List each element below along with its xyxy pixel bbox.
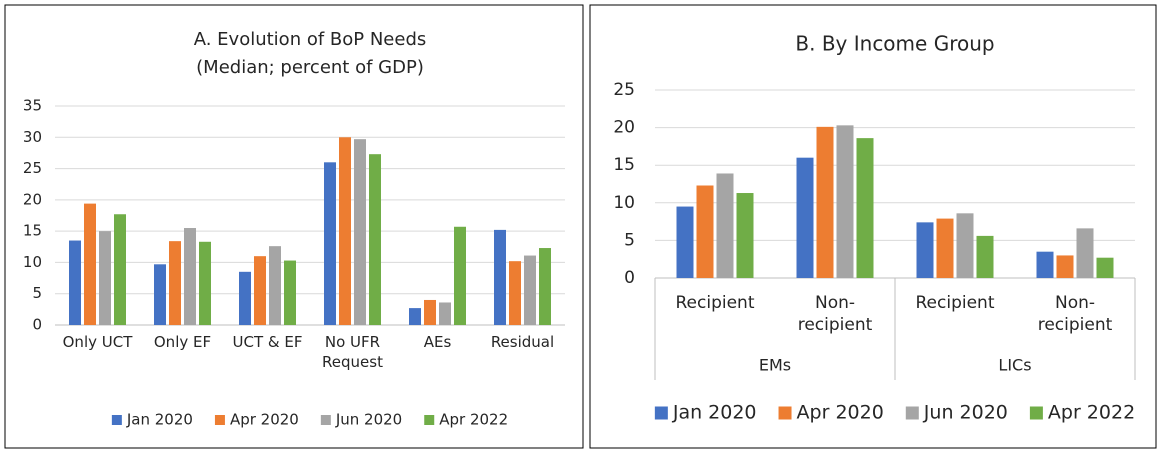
bar: [84, 203, 96, 325]
group-label: EMs: [759, 356, 791, 375]
y-tick-label: 25: [23, 159, 42, 177]
bar: [1096, 257, 1114, 278]
bar: [454, 226, 466, 325]
chart-subtitle: (Median; percent of GDP): [196, 57, 424, 78]
bar: [494, 229, 506, 325]
bar: [524, 255, 536, 325]
y-tick-label: 5: [32, 284, 42, 302]
bar: [339, 137, 351, 325]
y-tick-label: 0: [32, 316, 42, 334]
bar: [154, 264, 166, 325]
bar: [856, 138, 874, 278]
bar: [169, 241, 181, 325]
bar: [916, 222, 934, 278]
y-tick-label: 35: [23, 97, 42, 115]
bar: [676, 206, 694, 278]
bar: [324, 162, 336, 325]
bar: [254, 256, 266, 325]
bar: [114, 214, 126, 325]
y-tick-label: 20: [613, 118, 635, 138]
bar: [696, 185, 714, 278]
legend-swatch: [905, 406, 919, 420]
y-tick-label: 25: [613, 80, 635, 100]
y-tick-label: 30: [23, 128, 42, 146]
x-tick-label: UCT & EF: [232, 333, 303, 351]
bar: [369, 154, 381, 325]
x-tick-label: Residual: [490, 333, 555, 351]
y-tick-label: 5: [624, 230, 635, 250]
group-label: LICs: [998, 356, 1031, 375]
y-tick-label: 20: [23, 190, 42, 208]
bar: [509, 261, 521, 325]
legend-swatch: [320, 415, 331, 425]
bar: [1076, 228, 1094, 278]
x-tick-label: Recipient: [915, 293, 995, 313]
bar: [539, 248, 551, 325]
bar: [439, 302, 451, 325]
legend-swatch: [214, 415, 225, 425]
bar: [836, 125, 854, 279]
bar: [409, 308, 421, 325]
bar: [976, 235, 994, 278]
x-tick-label: No UFR Request: [322, 333, 383, 371]
legend-swatch: [424, 415, 435, 425]
bar: [284, 260, 296, 325]
bar: [239, 271, 251, 325]
legend-swatch: [1029, 406, 1043, 420]
panel-frame: [589, 4, 1157, 449]
y-tick-label: 10: [23, 253, 42, 271]
x-tick-label: AEs: [423, 333, 452, 351]
legend-label: Apr 2022: [439, 411, 508, 429]
legend-label: Jan 2020: [672, 402, 757, 424]
chart-title: B. By Income Group: [795, 32, 994, 56]
bar: [1036, 251, 1054, 278]
bar: [816, 126, 834, 279]
bar: [269, 246, 281, 325]
bar: [1056, 255, 1074, 278]
y-tick-label: 0: [624, 268, 635, 288]
bar: [736, 193, 754, 278]
bar: [69, 240, 81, 325]
bar: [199, 241, 211, 325]
legend-label: Jun 2020: [335, 411, 402, 429]
legend-label: Jan 2020: [126, 411, 193, 429]
x-tick-label: Recipient: [675, 293, 755, 313]
bar: [99, 231, 111, 325]
legend-swatch: [778, 406, 792, 420]
x-tick-label: Non-recipient: [1037, 293, 1113, 336]
legend-label: Jun 2020: [923, 402, 1008, 424]
bar: [936, 218, 954, 278]
chart-title: A. Evolution of BoP Needs: [194, 29, 427, 50]
legend-swatch: [654, 406, 668, 420]
bar: [184, 228, 196, 325]
legend-label: Apr 2020: [797, 402, 884, 424]
x-tick-label: Only EF: [153, 333, 212, 351]
bar: [796, 157, 814, 278]
legend-label: Apr 2020: [230, 411, 299, 429]
x-tick-label: Non-recipient: [797, 293, 873, 336]
bar: [354, 139, 366, 325]
y-tick-label: 10: [613, 193, 635, 213]
y-tick-label: 15: [23, 222, 42, 240]
bar: [716, 173, 734, 278]
bar: [956, 213, 974, 278]
y-tick-label: 15: [613, 155, 635, 175]
x-tick-label: Only UCT: [62, 333, 133, 351]
bar: [424, 299, 436, 325]
legend-swatch: [111, 415, 122, 425]
panel-frame: [4, 4, 584, 449]
legend-label: Apr 2022: [1048, 402, 1135, 424]
